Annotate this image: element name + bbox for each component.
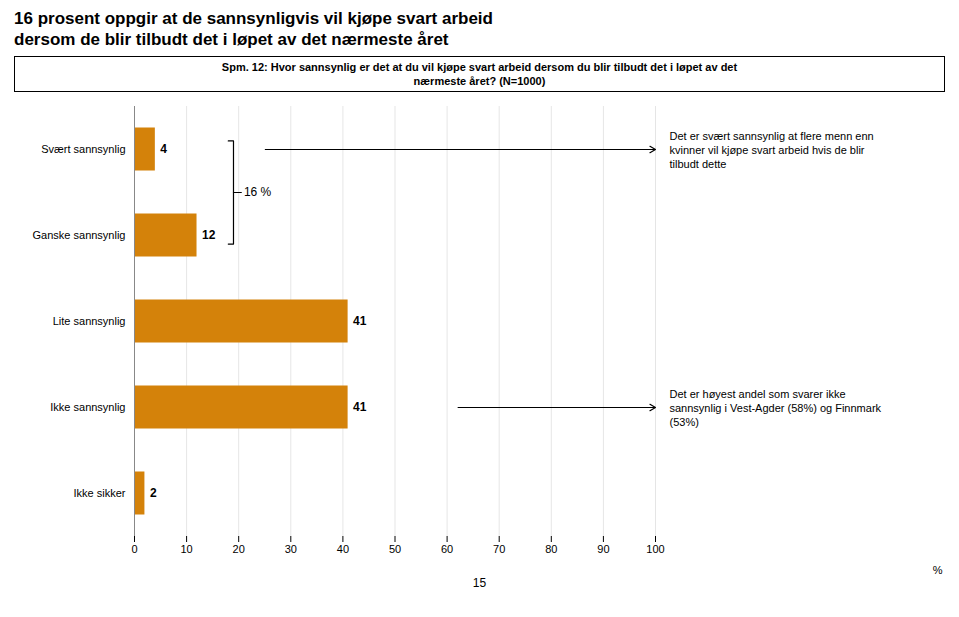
svg-text:10: 10 — [180, 543, 192, 555]
svg-text:0: 0 — [131, 543, 137, 555]
svg-text:Det er høyest andel som svarer: Det er høyest andel som svarer ikkesanns… — [670, 388, 882, 429]
svg-text:70: 70 — [493, 543, 505, 555]
svg-text:30: 30 — [285, 543, 297, 555]
svg-text:12: 12 — [202, 228, 216, 242]
svg-text:100: 100 — [646, 543, 664, 555]
svg-text:20: 20 — [233, 543, 245, 555]
svg-text:90: 90 — [597, 543, 609, 555]
svg-text:80: 80 — [545, 543, 557, 555]
svg-text:%: % — [933, 564, 943, 576]
svg-text:2: 2 — [150, 486, 157, 500]
svg-text:41: 41 — [353, 400, 367, 414]
svg-text:Ikke sikker: Ikke sikker — [74, 487, 126, 499]
svg-text:4: 4 — [160, 142, 167, 156]
html-text:dersom de blir tilbudt det i l: dersom de blir tilbudt det i løpet av de… — [14, 30, 449, 49]
svg-text:16 %: 16 % — [244, 185, 272, 199]
html-text:16 prosent oppgir at de sannsy: 16 prosent oppgir at de sannsynligvis vi… — [14, 9, 493, 28]
html-text:Spm. 12: Hvor sannsynlig er de: Spm. 12: Hvor sannsynlig er det at du vi… — [221, 61, 738, 73]
svg-text:Det er svært sannsynlig at fle: Det er svært sannsynlig at flere menn en… — [670, 130, 874, 171]
svg-text:Svært sannsynlig: Svært sannsynlig — [41, 143, 125, 155]
svg-text:60: 60 — [441, 543, 453, 555]
html-text:15: 15 — [472, 576, 487, 590]
svg-text:41: 41 — [353, 314, 367, 328]
svg-text:50: 50 — [389, 543, 401, 555]
svg-text:40: 40 — [337, 543, 349, 555]
svg-text:Lite sannsynlig: Lite sannsynlig — [53, 315, 126, 327]
svg-text:Ikke sannsynlig: Ikke sannsynlig — [50, 401, 125, 413]
svg-text:Ganske sannsynlig: Ganske sannsynlig — [33, 229, 126, 241]
html-text:nærmeste året? (N=1000): nærmeste året? (N=1000) — [413, 75, 546, 87]
